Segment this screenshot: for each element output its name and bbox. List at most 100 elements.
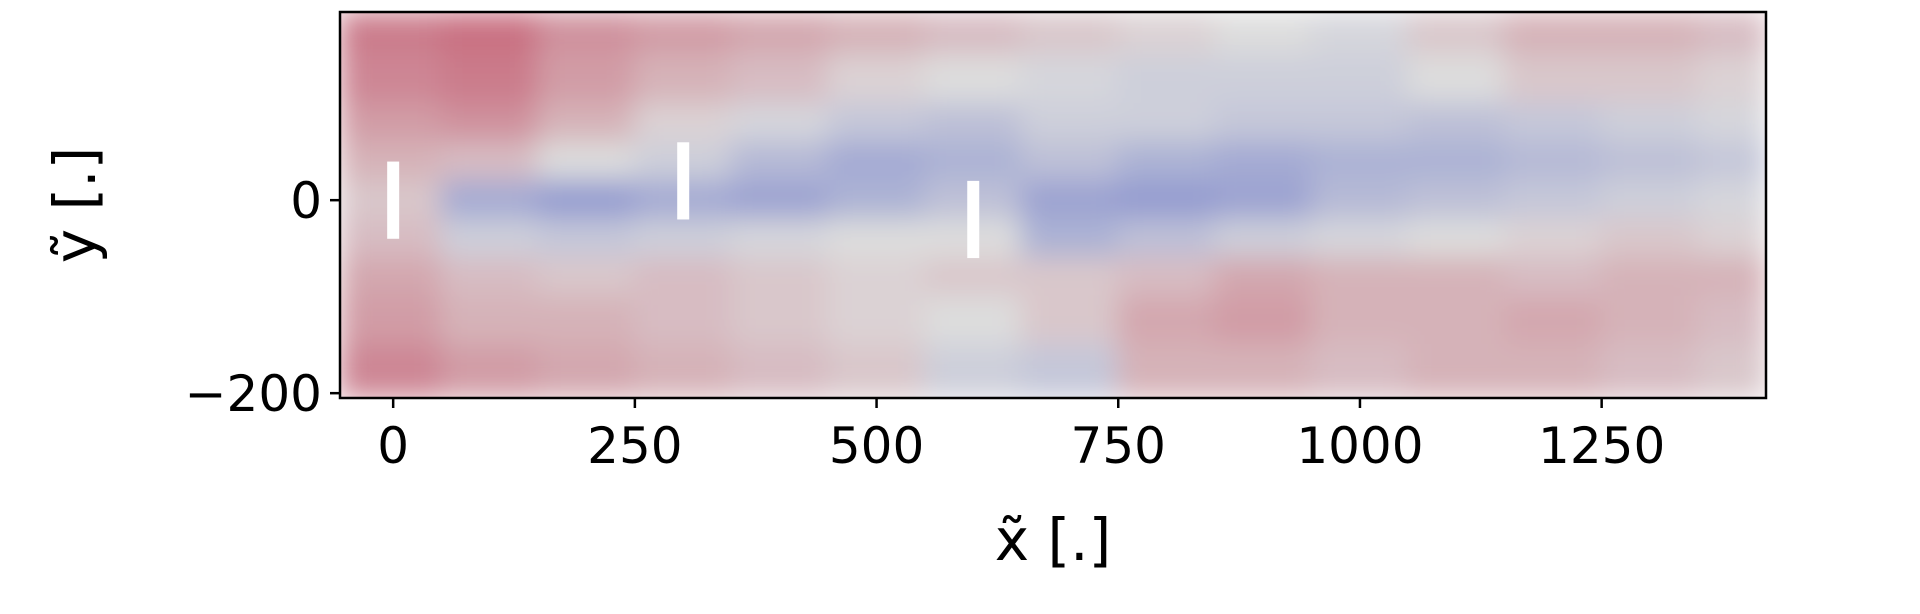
heatmap-cell: [1213, 218, 1313, 260]
heatmap-cell: [1310, 218, 1410, 260]
x-tick-label: 1000: [1296, 417, 1423, 475]
heatmap-cell: [1600, 218, 1700, 260]
heatmap-cell: [1020, 102, 1120, 144]
heatmap-cell: [1117, 343, 1216, 398]
heatmap-cell: [1697, 102, 1766, 144]
heatmap-cell: [1310, 179, 1410, 221]
turbines: [387, 142, 980, 259]
heatmap-cell: [633, 54, 733, 105]
heatmap-cell: [730, 218, 830, 260]
heatmap-cell: [1600, 295, 1700, 346]
heatmap-cell: [730, 141, 830, 182]
heatmap-cell: [1407, 218, 1506, 260]
heatmap-cell: [1213, 12, 1313, 57]
heatmap-cell: [1213, 257, 1313, 298]
heatmap-cell: [1213, 179, 1313, 221]
heatmap-cell: [537, 295, 636, 346]
heatmap-cell: [440, 54, 540, 105]
heatmap-cell: [440, 102, 540, 144]
heatmap-cell: [1503, 54, 1603, 105]
heatmap-cell: [1697, 12, 1766, 57]
heatmap-cell: [1600, 141, 1700, 182]
heatmap-cell: [1020, 141, 1120, 182]
heatmap-cell: [923, 102, 1023, 144]
turbine: [387, 161, 400, 239]
heatmap-cell: [730, 102, 830, 144]
heatmap-cell: [730, 54, 830, 105]
heatmap-cells: [340, 12, 1766, 398]
turbine: [677, 142, 690, 220]
heatmap-cell: [1503, 179, 1603, 221]
heatmap-cell: [730, 343, 830, 398]
heatmap-cell: [1117, 218, 1216, 260]
heatmap-cell: [1600, 54, 1700, 105]
heatmap-cell: [1697, 218, 1766, 260]
heatmap-cell: [633, 295, 733, 346]
heatmap-cell: [1697, 295, 1766, 346]
heatmap-cell: [923, 295, 1023, 346]
heatmap-cell: [1020, 257, 1120, 298]
heatmap-cell: [440, 218, 540, 260]
heatmap-cell: [340, 54, 443, 105]
heatmap-cell: [1310, 295, 1410, 346]
heatmap-cell: [1310, 12, 1410, 57]
heatmap-cell: [827, 102, 926, 144]
heatmap-cell: [730, 179, 830, 221]
heatmap-cell: [1407, 257, 1506, 298]
heatmap-cell: [1117, 54, 1216, 105]
heatmap-cell: [1697, 54, 1766, 105]
x-tick-label: 1250: [1538, 417, 1665, 475]
heatmap-cell: [340, 343, 443, 398]
heatmap-cell: [340, 102, 443, 144]
heatmap-cell: [1503, 343, 1603, 398]
heatmap-cell: [1117, 141, 1216, 182]
heatmap-cell: [827, 218, 926, 260]
heatmap-cell: [827, 54, 926, 105]
axes: 0 250 500 750 1000 1250 −200 0: [185, 172, 1666, 475]
heatmap-cell: [340, 295, 443, 346]
heatmap-cell: [1407, 179, 1506, 221]
heatmap-cell: [827, 257, 926, 298]
heatmap-cell: [730, 12, 830, 57]
heatmap-cell: [1213, 141, 1313, 182]
heatmap-cell: [1310, 343, 1410, 398]
heatmap-cell: [537, 141, 636, 182]
heatmap-cell: [340, 12, 443, 57]
heatmap-cell: [1407, 12, 1506, 57]
heatmap-cell: [827, 295, 926, 346]
heatmap-cell: [1020, 218, 1120, 260]
heatmap-cell: [1117, 102, 1216, 144]
heatmap-cell: [537, 218, 636, 260]
heatmap-cell: [1213, 54, 1313, 105]
heatmap-cell: [1117, 257, 1216, 298]
turbine: [967, 180, 980, 259]
heatmap-cell: [1213, 102, 1313, 144]
heatmap-cell: [1117, 179, 1216, 221]
heatmap: [340, 12, 1766, 398]
heatmap-cell: [1020, 12, 1120, 57]
heatmap-cell: [1503, 295, 1603, 346]
heatmap-cell: [1407, 102, 1506, 144]
heatmap-cell: [1213, 343, 1313, 398]
heatmap-cell: [1697, 343, 1766, 398]
heatmap-cell: [1600, 343, 1700, 398]
heatmap-cell: [537, 54, 636, 105]
x-tick-label: 0: [377, 417, 409, 475]
heatmap-cell: [1310, 257, 1410, 298]
heatmap-cell: [1020, 54, 1120, 105]
heatmap-cell: [923, 141, 1023, 182]
heatmap-cell: [340, 257, 443, 298]
heatmap-cell: [1503, 218, 1603, 260]
heatmap-cell: [1310, 54, 1410, 105]
x-tick-label: 500: [829, 417, 924, 475]
x-axis-label: x̃ [.]: [995, 506, 1111, 574]
heatmap-cell: [923, 12, 1023, 57]
heatmap-cell: [1600, 257, 1700, 298]
heatmap-cell: [440, 257, 540, 298]
heatmap-cell: [633, 102, 733, 144]
heatmap-cell: [440, 12, 540, 57]
heatmap-cell: [1503, 141, 1603, 182]
heatmap-cell: [633, 257, 733, 298]
heatmap-cell: [537, 102, 636, 144]
